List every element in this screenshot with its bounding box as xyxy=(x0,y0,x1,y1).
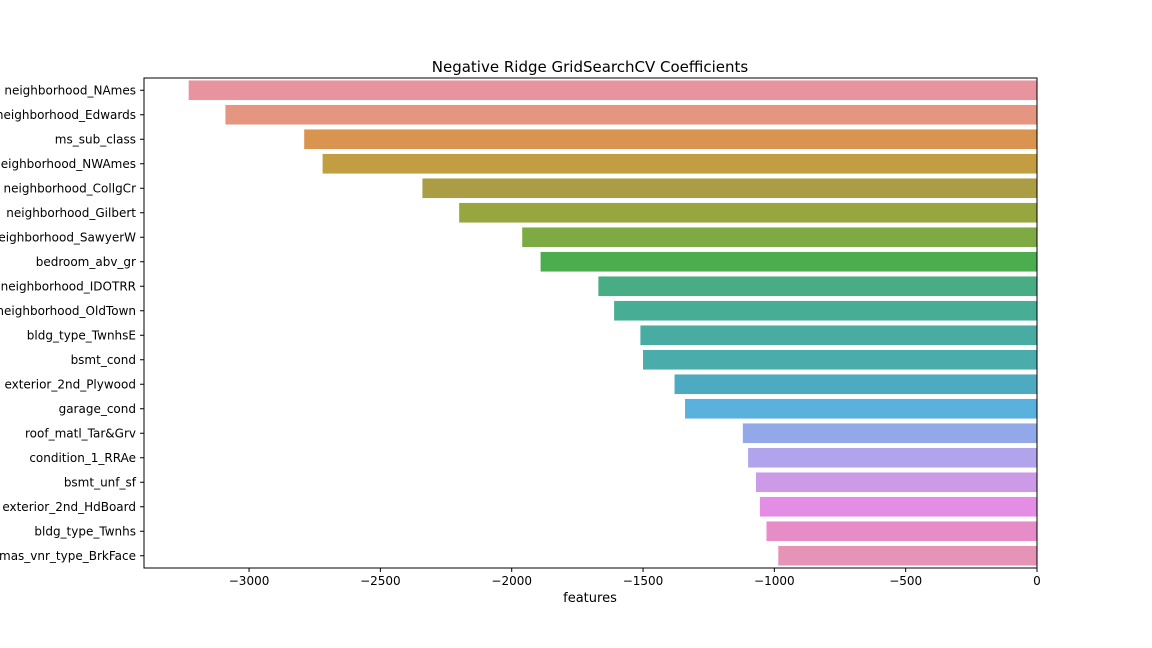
y-tick-label-13: garage_cond xyxy=(59,402,136,416)
x-tick-label-3: −1500 xyxy=(623,574,664,588)
bar-12 xyxy=(674,374,1037,395)
bar-8 xyxy=(598,276,1037,297)
x-tick-label-6: 0 xyxy=(1033,574,1041,588)
bar-2 xyxy=(304,129,1037,150)
bar-15 xyxy=(748,447,1037,468)
bar-18 xyxy=(766,521,1037,542)
y-tick-label-15: condition_1_RRAe xyxy=(29,451,136,465)
y-tick-label-0: neighborhood_NAmes xyxy=(4,83,136,97)
y-tick-label-12: exterior_2nd_Plywood xyxy=(4,377,136,391)
bar-9 xyxy=(614,300,1037,321)
bar-1 xyxy=(225,104,1037,125)
bar-4 xyxy=(422,178,1037,199)
bar-6 xyxy=(522,227,1037,248)
bar-13 xyxy=(685,398,1037,419)
bar-19 xyxy=(778,545,1037,566)
y-tick-label-7: bedroom_abv_gr xyxy=(36,255,136,269)
bar-11 xyxy=(643,349,1037,370)
bar-14 xyxy=(742,423,1037,444)
y-tick-label-11: bsmt_cond xyxy=(71,353,136,367)
chart-title: Negative Ridge GridSearchCV Coefficients xyxy=(432,58,749,76)
bar-3 xyxy=(322,153,1038,174)
y-tick-label-10: bldg_type_TwnhsE xyxy=(27,328,136,342)
bar-5 xyxy=(459,202,1037,223)
bar-16 xyxy=(755,472,1037,493)
y-tick-label-17: exterior_2nd_HdBoard xyxy=(2,500,136,514)
x-tick-label-4: −1000 xyxy=(754,574,795,588)
bars-group xyxy=(188,80,1038,566)
x-tick-label-1: −2500 xyxy=(360,574,401,588)
y-tick-label-6: neighborhood_SawyerW xyxy=(0,230,136,244)
bar-10 xyxy=(640,325,1037,346)
x-tick-label-0: −3000 xyxy=(229,574,270,588)
x-tick-label-2: −2000 xyxy=(491,574,532,588)
bar-7 xyxy=(540,251,1037,272)
y-tick-label-8: neighborhood_IDOTRR xyxy=(1,279,136,293)
plot-frame xyxy=(143,77,1038,569)
y-tick-label-9: neighborhood_OldTown xyxy=(0,304,136,318)
y-tick-label-16: bsmt_unf_sf xyxy=(64,475,137,489)
bar-17 xyxy=(759,496,1037,517)
y-tick-label-4: neighborhood_CollgCr xyxy=(4,181,137,195)
y-tick-label-18: bldg_type_Twnhs xyxy=(34,524,136,538)
y-tick-label-5: neighborhood_Gilbert xyxy=(6,206,136,220)
y-tick-label-19: mas_vnr_type_BrkFace xyxy=(0,549,136,563)
bar-0 xyxy=(188,80,1037,101)
y-tick-label-14: roof_matl_Tar&Grv xyxy=(25,426,136,440)
y-tick-label-3: neighborhood_NWAmes xyxy=(0,157,136,171)
x-axis-label: features xyxy=(563,591,617,606)
x-tick-label-5: −500 xyxy=(889,574,922,588)
y-tick-label-1: neighborhood_Edwards xyxy=(0,108,136,122)
x-ticks: −3000 −2500 −2000 −1500 −1000 −500 0 xyxy=(229,568,1041,588)
y-tick-labels: neighborhood_NAmes neighborhood_Edwardsms… xyxy=(0,83,144,563)
y-tick-label-2: ms_sub_class xyxy=(55,132,136,146)
